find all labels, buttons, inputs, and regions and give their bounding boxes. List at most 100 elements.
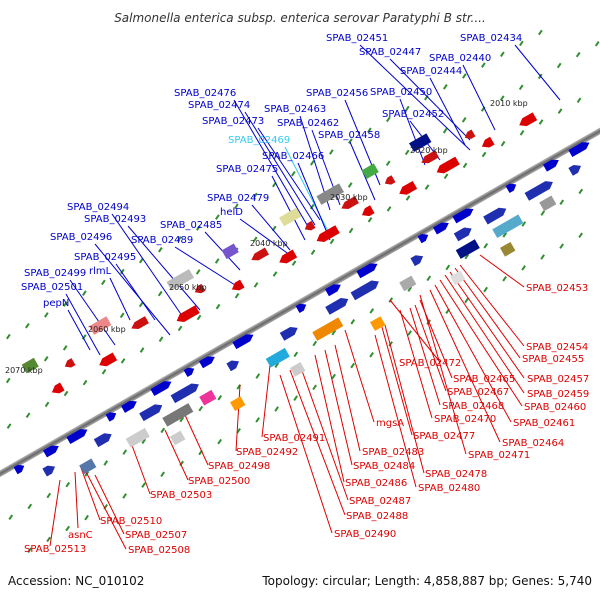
gene-label[interactable]: SPAB_02464	[502, 438, 564, 449]
gene-label[interactable]: SPAB_02508	[128, 545, 190, 556]
gene-label[interactable]: SPAB_02454	[526, 342, 588, 353]
gene-label[interactable]: SPAB_02459	[527, 389, 589, 400]
forward-gene-shape	[232, 334, 254, 350]
gene-label[interactable]: SPAB_02480	[418, 483, 480, 494]
forward-gene-shape	[183, 367, 195, 378]
forward-gene	[150, 381, 172, 397]
gene-label[interactable]: SPAB_02456	[306, 88, 368, 99]
forward-gene	[295, 303, 307, 314]
gene-label[interactable]: SPAB_02479	[207, 193, 269, 204]
reverse-gene-shape	[304, 220, 316, 231]
gene-label[interactable]: SPAB_02450	[370, 87, 432, 98]
gene-label[interactable]: SPAB_02457	[527, 374, 589, 385]
gene-label[interactable]: SPAB_02434	[460, 33, 522, 44]
tick-mark	[519, 40, 524, 47]
gene-label[interactable]: SPAB_02489	[131, 235, 193, 246]
gene-label[interactable]: mgsA	[376, 418, 404, 429]
tick-mark	[120, 268, 125, 275]
leader-line	[49, 479, 61, 547]
gene-label[interactable]: SPAB_02467	[447, 387, 509, 398]
gene-label[interactable]: SPAB_02470	[434, 414, 496, 425]
tick-mark	[538, 119, 544, 125]
reverse-gene	[64, 358, 76, 368]
gene-label[interactable]: SPAB_02491	[263, 433, 325, 444]
tick-mark	[407, 330, 412, 336]
gene-label[interactable]: SPAB_02469	[228, 135, 290, 146]
tick-mark	[426, 275, 432, 282]
tick-mark	[386, 206, 392, 212]
reverse-gene	[251, 247, 269, 261]
gene-label[interactable]: SPAB_02486	[345, 478, 407, 489]
gene-label[interactable]: SPAB_02463	[264, 104, 326, 115]
gene-label[interactable]: SPAB_02484	[353, 461, 415, 472]
gene-label[interactable]: SPAB_02483	[362, 447, 424, 458]
gene-label[interactable]: SPAB_02460	[524, 402, 586, 413]
tick-mark	[445, 264, 451, 271]
gene-label[interactable]: asnC	[68, 530, 93, 541]
tick-mark	[350, 362, 355, 369]
leader-line	[374, 334, 417, 488]
gene-label[interactable]: SPAB_02447	[359, 47, 421, 58]
gene-label[interactable]: SPAB_02461	[513, 418, 575, 429]
gene-label[interactable]: SPAB_02455	[522, 354, 584, 365]
gene-label[interactable]: SPAB_02458	[318, 130, 380, 141]
gene-label[interactable]: SPAB_02451	[326, 33, 388, 44]
gene-label[interactable]: SPAB_02495	[74, 252, 136, 263]
gene-label[interactable]: SPAB_02507	[125, 530, 187, 541]
gene-label[interactable]: SPAB_02499	[24, 268, 86, 279]
gene-label[interactable]: SPAB_02475	[216, 164, 278, 175]
gene-label[interactable]: SPAB_02468	[442, 401, 504, 412]
leader-line	[399, 98, 426, 166]
reverse-gene-shape	[231, 279, 245, 291]
gene-label[interactable]: SPAB_02487	[349, 496, 411, 507]
gene-label[interactable]: SPAB_02472	[399, 358, 461, 369]
gene-label[interactable]: SPAB_02501	[21, 282, 83, 293]
tick-mark	[272, 271, 278, 277]
gene-label[interactable]: rlmL	[89, 266, 112, 277]
gene-label[interactable]: SPAB_02478	[425, 469, 487, 480]
gene-label[interactable]: SPAB_02488	[346, 511, 408, 522]
gene-label[interactable]: SPAB_02496	[50, 232, 112, 243]
feature-box	[316, 183, 344, 205]
gene-label[interactable]: SPAB_02510	[100, 516, 162, 527]
tick-mark	[291, 260, 297, 266]
gene-label[interactable]: SPAB_02490	[334, 529, 396, 540]
gene-label[interactable]: SPAB_02471	[468, 450, 530, 461]
gene-label[interactable]: SPAB_02444	[400, 66, 462, 77]
feature-box-shape	[370, 316, 386, 331]
tick-mark	[559, 199, 565, 206]
gene-label[interactable]: SPAB_02476	[174, 88, 236, 99]
tick-mark	[443, 84, 448, 90]
forward-gene	[350, 280, 379, 301]
gene-label[interactable]: SPAB_02474	[188, 100, 250, 111]
leader-line	[94, 474, 125, 535]
gene-label[interactable]: SPAB_02503	[150, 490, 212, 501]
gene-label[interactable]: SPAB_02452	[382, 109, 444, 120]
gene-label[interactable]: SPAB_02473	[202, 116, 264, 127]
leader-line	[439, 279, 523, 407]
gene-label[interactable]: SPAB_02462	[277, 118, 339, 129]
gene-label[interactable]: SPAB_02453	[526, 283, 588, 294]
gene-label[interactable]: SPAB_02465	[453, 374, 515, 385]
tick-mark	[6, 333, 11, 340]
gene-label[interactable]: SPAB_02493	[84, 214, 146, 225]
gene-label[interactable]: SPAB_02477	[413, 431, 475, 442]
reverse-gene-shape	[194, 283, 206, 294]
tick-mark	[8, 514, 14, 521]
gene-label[interactable]: SPAB_02440	[429, 53, 491, 64]
tick-mark	[404, 149, 410, 156]
forward-gene	[410, 255, 424, 267]
gene-label[interactable]: SPAB_02513	[24, 544, 86, 555]
gene-label[interactable]: SPAB_02492	[236, 447, 298, 458]
feature-box	[370, 316, 386, 331]
tick-mark	[255, 373, 261, 379]
gene-label[interactable]: pepN	[43, 298, 69, 309]
gene-label[interactable]: SPAB_02500	[188, 476, 250, 487]
reverse-gene-shape	[481, 136, 495, 148]
gene-label[interactable]: SPAB_02466	[262, 151, 324, 162]
tick-mark	[122, 449, 128, 455]
gene-label[interactable]: SPAB_02498	[208, 461, 270, 472]
gene-label[interactable]: SPAB_02494	[67, 202, 129, 213]
gene-label[interactable]: helD	[220, 207, 243, 218]
gene-label[interactable]: SPAB_02485	[160, 220, 222, 231]
